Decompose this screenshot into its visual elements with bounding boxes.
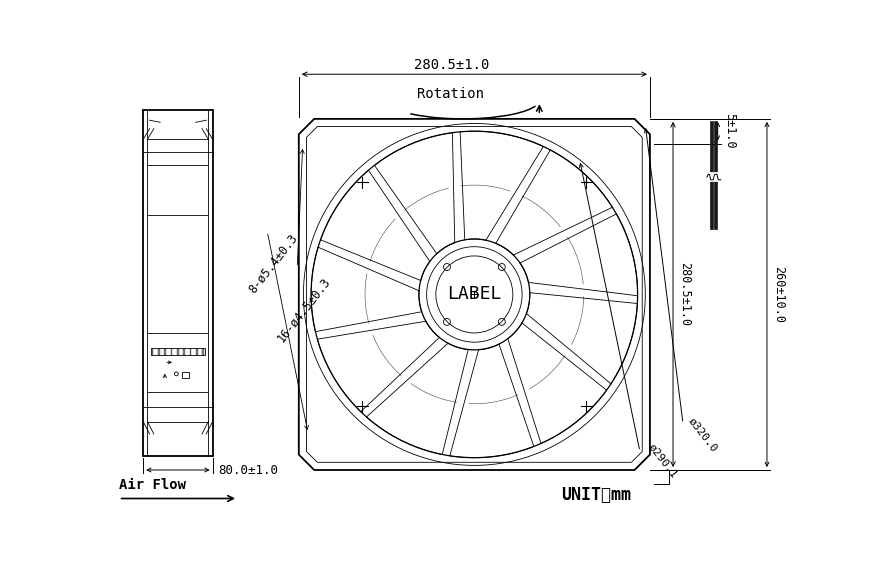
Bar xyxy=(709,121,712,229)
Text: ø290.1: ø290.1 xyxy=(646,442,678,480)
Text: 80.0±1.0: 80.0±1.0 xyxy=(218,463,278,477)
Bar xyxy=(158,349,159,355)
Text: Air Flow: Air Flow xyxy=(118,478,185,492)
Bar xyxy=(202,349,204,355)
Bar xyxy=(713,121,716,229)
Text: 260±10.0: 260±10.0 xyxy=(772,266,785,323)
Bar xyxy=(182,372,189,378)
Text: 16-ø4.5±0.3: 16-ø4.5±0.3 xyxy=(274,275,332,345)
Text: 280.5±1.0: 280.5±1.0 xyxy=(413,58,488,72)
Text: UNIT：mm: UNIT：mm xyxy=(561,485,630,503)
Bar xyxy=(196,349,197,355)
Bar xyxy=(176,349,178,355)
Text: 280.5±1.0: 280.5±1.0 xyxy=(678,262,691,327)
Bar xyxy=(164,349,166,355)
Bar xyxy=(189,349,191,355)
Text: ø320.0: ø320.0 xyxy=(687,416,719,454)
Text: 5±1.0: 5±1.0 xyxy=(722,113,735,149)
Text: Rotation: Rotation xyxy=(416,87,483,102)
Bar xyxy=(151,349,204,356)
Text: LABEL: LABEL xyxy=(447,285,501,303)
Text: 8-ø5.4±0.3: 8-ø5.4±0.3 xyxy=(245,231,300,296)
Bar xyxy=(151,349,153,355)
Bar xyxy=(170,349,172,355)
Bar xyxy=(183,349,185,355)
